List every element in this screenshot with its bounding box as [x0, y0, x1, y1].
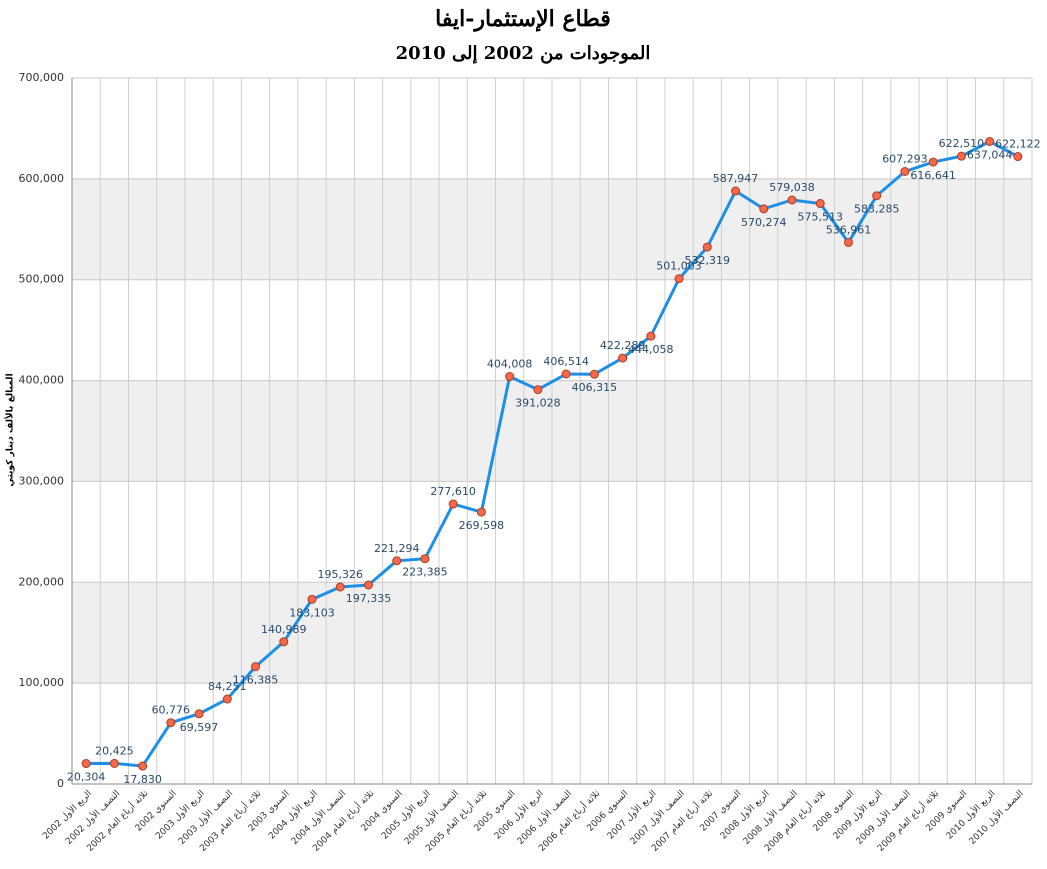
marker	[448, 499, 458, 509]
y-tick-label: 100,000	[19, 676, 65, 689]
marker	[109, 758, 119, 768]
data-label: 616,641	[910, 169, 956, 182]
data-label: 140,989	[261, 623, 307, 636]
data-label: 607,293	[882, 153, 928, 166]
data-label: 406,514	[543, 355, 589, 368]
x-tick-label: 2002 الربع الأول	[40, 787, 94, 841]
marker	[505, 372, 515, 382]
marker	[900, 167, 910, 177]
data-label: 60,776	[152, 704, 191, 717]
marker	[363, 580, 373, 590]
marker	[476, 507, 486, 517]
data-label: 575,513	[797, 211, 843, 224]
data-label: 221,294	[374, 542, 420, 555]
line	[86, 139, 1019, 768]
marker	[759, 204, 769, 214]
y-tick-label: 300,000	[19, 474, 65, 487]
marker	[561, 369, 571, 379]
data-label: 444,058	[628, 343, 674, 356]
data-label: 570,274	[741, 216, 787, 229]
x-tick-label: 2008 الربع الأول	[717, 787, 771, 841]
data-label: 391,028	[515, 397, 561, 410]
data-label: 20,304	[67, 771, 106, 784]
marker	[674, 274, 684, 284]
data-label: 587,947	[713, 172, 759, 185]
x-tick-label: 2009 الربع الأول	[830, 787, 884, 841]
marker	[702, 242, 712, 252]
marker	[872, 191, 882, 201]
marker	[985, 136, 995, 146]
marker	[138, 761, 148, 771]
data-label: 69,597	[180, 721, 219, 734]
data-label: 583,285	[854, 203, 900, 216]
x-tick-label: 2006 الربع الأول	[492, 787, 546, 841]
x-tick-label: 2010 الربع الأول	[943, 787, 997, 841]
data-label: 277,610	[430, 485, 476, 498]
data-label: 84,251	[208, 680, 247, 693]
marker	[392, 556, 402, 566]
x-tick-label: 2004 الربع الأول	[266, 787, 320, 841]
marker	[956, 151, 966, 161]
marker	[222, 694, 232, 704]
data-label: 637,044	[967, 148, 1013, 161]
marker	[81, 759, 91, 769]
data-label: 17,830	[123, 773, 162, 786]
marker	[279, 637, 289, 647]
data-label: 195,326	[317, 568, 363, 581]
marker	[166, 718, 176, 728]
data-label: 404,008	[487, 358, 533, 371]
marker	[307, 594, 317, 604]
y-tick-label: 600,000	[19, 172, 65, 185]
y-tick-label: 500,000	[19, 273, 65, 286]
marker	[589, 369, 599, 379]
marker	[731, 186, 741, 196]
marker	[928, 157, 938, 167]
data-label: 269,598	[459, 519, 505, 532]
y-axis-label: المبالغ بالألف دينار كويتي	[4, 373, 16, 486]
marker	[533, 385, 543, 395]
chart-subtitle: الموجودات من 2002 إلى 2010	[396, 43, 651, 64]
x-tick-label: 2007 الربع الأول	[605, 787, 659, 841]
marker	[1013, 152, 1023, 162]
data-label: 622,510	[939, 137, 985, 150]
marker	[787, 195, 797, 205]
data-label: 579,038	[769, 181, 815, 194]
data-label: 501,003	[656, 260, 702, 273]
data-label: 536,961	[826, 223, 872, 236]
y-tick-label: 400,000	[19, 374, 65, 387]
data-label: 406,315	[572, 381, 618, 394]
y-tick-label: 700,000	[19, 71, 65, 84]
marker	[420, 554, 430, 564]
marker	[815, 199, 825, 209]
marker	[618, 353, 628, 363]
marker	[251, 662, 261, 672]
data-label: 116,385	[233, 674, 279, 687]
data-label: 422,289	[600, 339, 646, 352]
marker	[335, 582, 345, 592]
y-tick-label: 0	[57, 777, 64, 790]
y-tick-label: 200,000	[19, 575, 65, 588]
data-label: 20,425	[95, 744, 134, 757]
data-label: 197,335	[346, 592, 392, 605]
chart-title: قطاع الإستثمار-ايفا	[435, 6, 611, 33]
data-label: 532,319	[685, 254, 731, 267]
data-label: 223,385	[402, 566, 448, 579]
x-tick-label: 2005 الربع الأول	[379, 787, 433, 841]
marker	[843, 237, 853, 247]
data-label: 183,103	[289, 606, 335, 619]
x-tick-label: 2003 الربع الأول	[153, 787, 207, 841]
marker	[646, 331, 656, 341]
data-label: 622,122	[995, 138, 1041, 151]
marker	[194, 709, 204, 719]
